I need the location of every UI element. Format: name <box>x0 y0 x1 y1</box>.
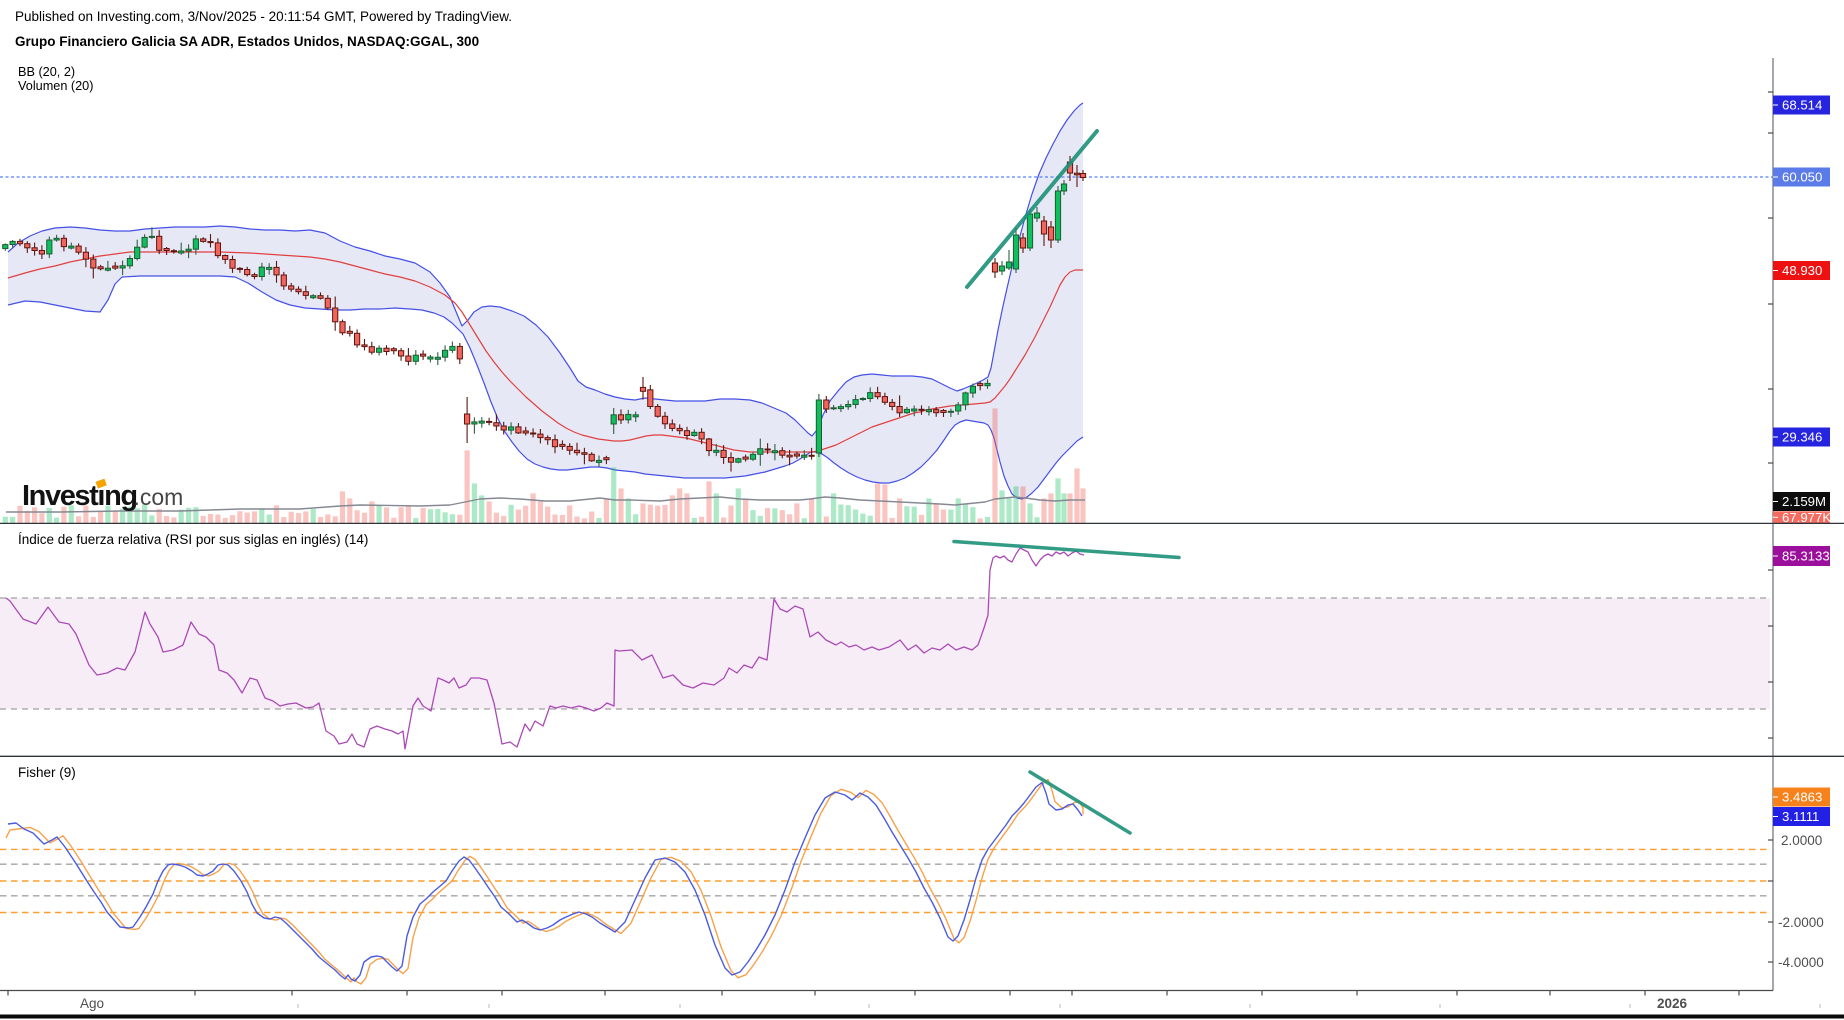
svg-text:29.346: 29.346 <box>1782 430 1822 445</box>
svg-text:48.930: 48.930 <box>1782 263 1822 278</box>
svg-text:Fisher (9): Fisher (9) <box>18 765 76 780</box>
svg-text:Índice de fuerza relativa (RSI: Índice de fuerza relativa (RSI por sus s… <box>18 532 368 547</box>
svg-text:68.514: 68.514 <box>1782 98 1822 113</box>
svg-text:2026: 2026 <box>1657 996 1688 1011</box>
svg-text:Grupo Financiero Galicia SA AD: Grupo Financiero Galicia SA ADR, Estados… <box>15 34 479 49</box>
svg-text:Published on Investing.com, 3/: Published on Investing.com, 3/Nov/2025 -… <box>15 9 512 24</box>
svg-text:3.4863: 3.4863 <box>1782 790 1822 805</box>
svg-text:67.977K: 67.977K <box>1782 510 1831 525</box>
svg-text:85.3133: 85.3133 <box>1782 549 1830 564</box>
svg-text:.com: .com <box>134 484 184 510</box>
svg-text:BB (20, 2): BB (20, 2) <box>18 65 75 79</box>
svg-text:60.050: 60.050 <box>1782 170 1822 185</box>
svg-text:3.1111: 3.1111 <box>1782 809 1819 824</box>
svg-text:-4.0000: -4.0000 <box>1778 955 1824 970</box>
svg-text:Investıng: Investıng <box>22 480 137 512</box>
svg-text:2.159M: 2.159M <box>1782 494 1826 509</box>
svg-text:Ago: Ago <box>80 996 104 1011</box>
svg-text:2.0000: 2.0000 <box>1781 833 1822 848</box>
svg-text:-2.0000: -2.0000 <box>1778 915 1824 930</box>
svg-text:Volumen (20): Volumen (20) <box>18 79 93 93</box>
